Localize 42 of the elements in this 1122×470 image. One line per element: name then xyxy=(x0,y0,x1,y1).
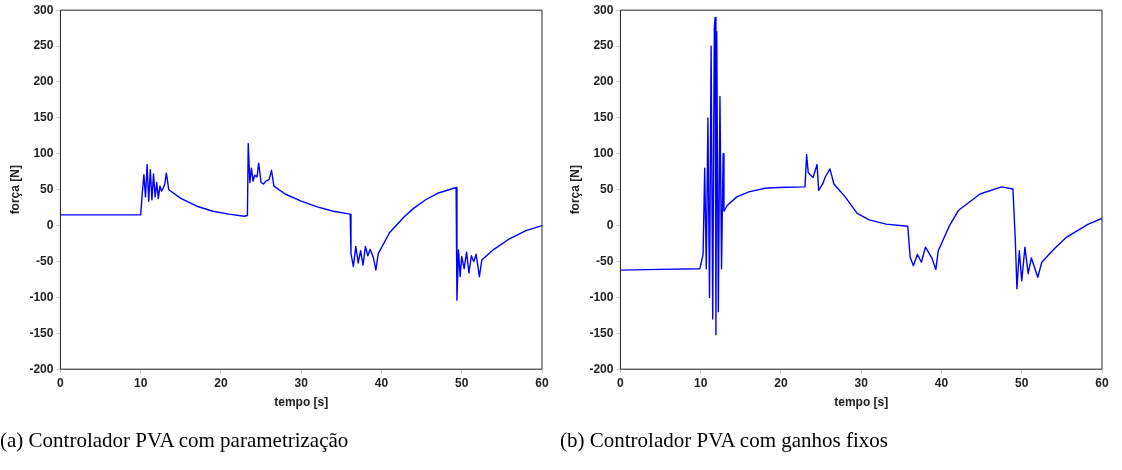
y-tick-label: 300 xyxy=(593,2,614,17)
x-tick-label: 50 xyxy=(455,375,469,390)
y-axis-title: força [N] xyxy=(7,165,22,215)
text: (b) Controlador PVA com ganhos fixos xyxy=(560,428,889,453)
y-tick-label: -150 xyxy=(29,325,54,340)
x-tick-label: 60 xyxy=(535,375,549,390)
y-tick-label: -50 xyxy=(36,253,54,268)
x-tick-label: 40 xyxy=(934,375,949,390)
y-tick-label: -100 xyxy=(589,289,614,304)
y-tick-label: 300 xyxy=(33,2,54,17)
y-tick-label: 100 xyxy=(33,146,54,161)
y-axis-title: força [N] xyxy=(567,165,582,215)
x-tick-label: 0 xyxy=(617,375,625,390)
x-axis-title: tempo [s] xyxy=(274,395,329,410)
y-tick-label: 50 xyxy=(600,182,614,197)
y-tick-label: -200 xyxy=(589,361,614,376)
x-tick-label: 30 xyxy=(854,375,869,390)
y-tick-label: 150 xyxy=(33,110,54,125)
x-tick-label: 30 xyxy=(294,375,309,390)
y-tick-label: 0 xyxy=(46,217,54,232)
y-tick-label: -50 xyxy=(596,253,614,268)
text: (a) Controlador PVA com parametrização xyxy=(0,428,349,453)
y-tick-label: 200 xyxy=(33,74,54,89)
x-axis-title: tempo [s] xyxy=(834,395,889,410)
y-tick-label: 100 xyxy=(593,146,614,161)
x-tick-label: 10 xyxy=(134,375,148,390)
x-tick-label: 40 xyxy=(374,375,389,390)
y-tick-label: 250 xyxy=(33,38,54,53)
y-tick-label: 50 xyxy=(40,182,54,197)
x-tick-label: 0 xyxy=(57,375,65,390)
y-tick-label: -150 xyxy=(589,325,614,340)
x-tick-label: 20 xyxy=(214,375,228,390)
x-tick-label: 20 xyxy=(774,375,788,390)
x-tick-label: 60 xyxy=(1095,375,1109,390)
y-tick-label: -100 xyxy=(29,289,54,304)
y-tick-label: -200 xyxy=(29,361,54,376)
x-tick-label: 50 xyxy=(1015,375,1029,390)
y-tick-label: 0 xyxy=(606,217,614,232)
y-tick-label: 150 xyxy=(593,110,614,125)
y-tick-label: 200 xyxy=(593,74,614,89)
x-tick-label: 10 xyxy=(694,375,708,390)
y-tick-label: 250 xyxy=(593,38,614,53)
